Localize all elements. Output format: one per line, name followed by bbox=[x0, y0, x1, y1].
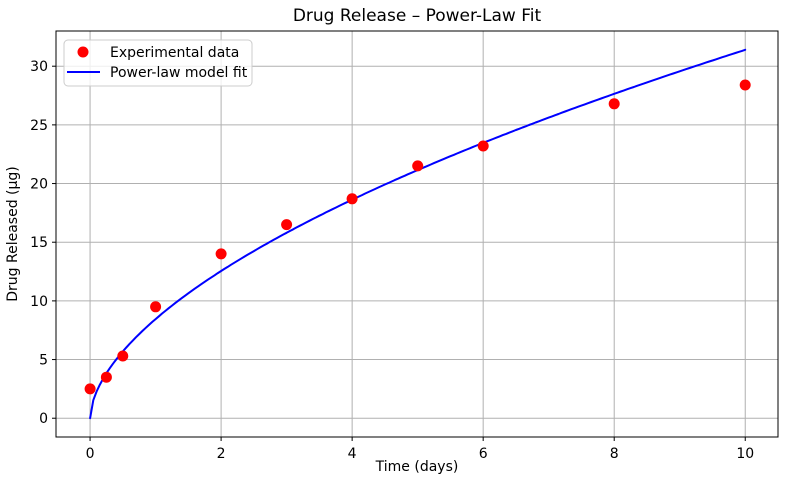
gridlines bbox=[56, 31, 778, 437]
data-point bbox=[117, 350, 129, 362]
x-tick-label: 8 bbox=[610, 446, 619, 462]
x-tick-label: 10 bbox=[736, 446, 754, 462]
y-tick-label: 15 bbox=[30, 235, 48, 251]
data-point bbox=[215, 248, 227, 260]
x-tick-label: 2 bbox=[217, 446, 226, 462]
data-point bbox=[412, 160, 424, 172]
data-point bbox=[608, 98, 620, 110]
y-tick-label: 5 bbox=[39, 353, 48, 369]
tick-marks bbox=[52, 65, 746, 441]
y-tick-label: 0 bbox=[39, 411, 48, 427]
y-tick-label: 20 bbox=[30, 177, 48, 193]
data-point bbox=[281, 219, 293, 231]
experimental-data-points bbox=[84, 79, 751, 395]
legend: Experimental data Power-law model fit bbox=[63, 39, 253, 87]
y-tick-label: 10 bbox=[30, 294, 48, 310]
data-point bbox=[84, 383, 96, 395]
x-tick-label: 4 bbox=[348, 446, 357, 462]
legend-frame bbox=[63, 39, 253, 87]
x-tick-label: 6 bbox=[479, 446, 488, 462]
x-tick-label: 0 bbox=[86, 446, 95, 462]
plot-background bbox=[56, 31, 778, 437]
y-tick-label: 30 bbox=[30, 59, 48, 75]
data-point bbox=[346, 193, 358, 205]
legend-marker-experimental-icon bbox=[77, 46, 89, 58]
chart-title: Drug Release – Power-Law Fit bbox=[293, 6, 542, 26]
data-point bbox=[477, 140, 489, 152]
plot-frame bbox=[55, 30, 779, 438]
y-tick-label: 25 bbox=[30, 118, 48, 134]
legend-label-experimental: Experimental data bbox=[110, 45, 239, 61]
data-point bbox=[150, 301, 162, 313]
tick-labels: 0 2 4 6 8 10 0 5 10 15 20 25 30 bbox=[30, 59, 754, 462]
legend-label-fit: Power-law model fit bbox=[110, 65, 248, 81]
data-point bbox=[100, 371, 112, 383]
x-axis-label: Time (days) bbox=[375, 459, 459, 475]
y-axis-label: Drug Released (µg) bbox=[5, 166, 21, 302]
data-point bbox=[739, 79, 751, 91]
